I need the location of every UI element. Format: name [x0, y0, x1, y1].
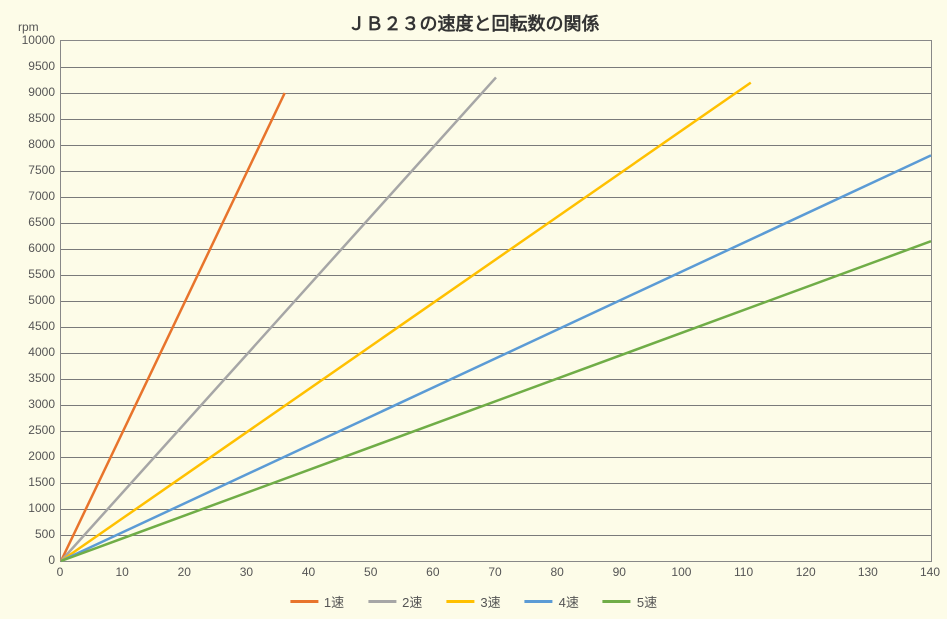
x-tick-label: 20 — [178, 565, 191, 579]
y-tick-label: 8000 — [28, 137, 55, 151]
legend-label: 3速 — [480, 592, 500, 611]
x-tick-label: 90 — [613, 565, 626, 579]
plot-area — [60, 40, 932, 562]
series-line — [61, 155, 931, 561]
y-tick-label: 7000 — [28, 189, 55, 203]
y-tick-label: 9500 — [28, 59, 55, 73]
x-tick-label: 50 — [364, 565, 377, 579]
legend-swatch — [603, 600, 631, 603]
x-tick-label: 40 — [302, 565, 315, 579]
chart-container: ＪＢ２３の速度と回転数の関係 rpm 050010001500200025003… — [0, 0, 947, 619]
x-tick-label: 10 — [115, 565, 128, 579]
x-tick-label: 120 — [796, 565, 816, 579]
y-tick-label: 2500 — [28, 423, 55, 437]
legend-swatch — [290, 600, 318, 603]
y-tick-label: 4000 — [28, 345, 55, 359]
series-lines — [61, 41, 931, 561]
y-tick-label: 7500 — [28, 163, 55, 177]
x-tick-label: 30 — [240, 565, 253, 579]
y-tick-label: 8500 — [28, 111, 55, 125]
x-tick-label: 60 — [426, 565, 439, 579]
legend-item: 3速 — [446, 592, 500, 611]
legend-item: 5速 — [603, 592, 657, 611]
y-tick-label: 2000 — [28, 449, 55, 463]
legend-swatch — [368, 600, 396, 603]
x-tick-label: 70 — [488, 565, 501, 579]
y-tick-label: 0 — [48, 553, 55, 567]
series-line — [61, 77, 496, 561]
legend-label: 1速 — [324, 592, 344, 611]
x-tick-label: 100 — [671, 565, 691, 579]
x-tick-label: 130 — [858, 565, 878, 579]
chart-title: ＪＢ２３の速度と回転数の関係 — [348, 10, 600, 36]
legend-label: 2速 — [402, 592, 422, 611]
x-tick-label: 110 — [734, 565, 753, 579]
legend-item: 4速 — [525, 592, 579, 611]
series-line — [61, 83, 751, 561]
y-tick-label: 6500 — [28, 215, 55, 229]
legend-swatch — [446, 600, 474, 603]
x-tick-label: 140 — [920, 565, 940, 579]
legend-item: 2速 — [368, 592, 422, 611]
y-tick-label: 10000 — [22, 33, 55, 47]
x-tick-label: 80 — [550, 565, 563, 579]
legend-item: 1速 — [290, 592, 344, 611]
y-tick-label: 6000 — [28, 241, 55, 255]
legend-swatch — [525, 600, 553, 603]
legend: 1速 2速 3速 4速 5速 — [290, 592, 657, 611]
y-tick-label: 500 — [35, 527, 55, 541]
y-tick-label: 3500 — [28, 371, 55, 385]
y-tick-label: 9000 — [28, 85, 55, 99]
legend-label: 5速 — [637, 592, 657, 611]
y-axis-label: rpm — [18, 20, 39, 34]
legend-label: 4速 — [559, 592, 579, 611]
y-tick-label: 1500 — [28, 475, 55, 489]
y-tick-label: 1000 — [28, 501, 55, 515]
x-tick-label: 0 — [57, 565, 64, 579]
y-tick-label: 5500 — [28, 267, 55, 281]
y-tick-label: 4500 — [28, 319, 55, 333]
y-tick-label: 3000 — [28, 397, 55, 411]
y-tick-label: 5000 — [28, 293, 55, 307]
